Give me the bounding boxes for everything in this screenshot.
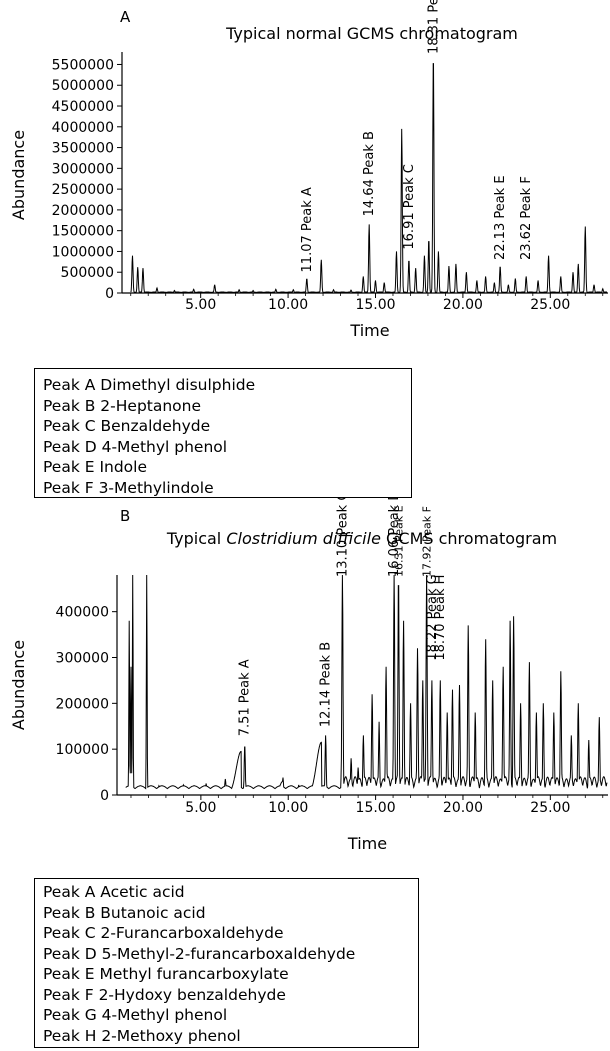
y-tick-label: 2000000 [52,203,114,219]
legend-a-item: Peak A Dimethyl disulphide [43,376,256,394]
peak-label: 18.31 Peak D [426,0,441,54]
y-tick-label: 1500000 [52,224,114,240]
y-tick-label: 0 [100,788,109,804]
y-axis-label: Abundance [9,640,28,730]
chromatogram-trace [125,574,608,790]
x-tick-label: 15.00 [355,297,395,313]
x-tick-label: 20.00 [443,297,483,313]
panel-a-legend: Peak A Dimethyl disulphide Peak B 2-Hept… [34,368,412,498]
x-tick-label: 10.00 [268,297,308,313]
peak-label: 17.92 Peak F [421,506,434,577]
peak-label: 22.13 Peak E [493,175,508,260]
legend-a-item: Peak D 4-Methyl phenol [43,437,228,456]
y-tick-label: 500000 [61,265,114,281]
panel-a-title: Typical normal GCMS chromatogram [225,24,518,43]
y-tick-label: 5000000 [52,78,114,94]
y-tick-label: 2500000 [52,182,114,198]
y-tick-label: 4500000 [52,99,114,115]
legend-a-item: Peak F 3-Methylindole [43,478,214,497]
y-tick-label: 400000 [56,605,109,621]
panel-a-letter: A [120,8,131,26]
y-tick-label: 200000 [56,696,109,712]
y-tick-label: 4000000 [52,120,114,136]
legend-b-item: Peak D 5-Methyl-2-furancarboxaldehyde [43,944,356,963]
panel-b-title: Typical Clostridium difficile GCMS chrom… [166,529,557,548]
peak-label: 18.22 Peak G [425,574,440,660]
legend-a-item: Peak C Benzaldehyde [43,417,211,435]
panel-b-legend: Peak A Acetic acid Peak B Butanoic acid … [34,878,419,1048]
peak-label: 16.91 Peak C [402,164,417,249]
y-tick-label: 3000000 [52,161,114,177]
legend-b-item: Peak A Acetic acid [43,883,185,901]
x-axis-label: Time [347,834,387,853]
peak-label: 18.70 Peak H [433,575,448,661]
x-tick-label: 25.00 [530,800,570,816]
peak-label: 12.14 Peak B [319,642,334,727]
legend-b-item: Peak C 2-Furancarboxaldehyde [43,924,284,942]
peak-label: 23.62 Peak F [519,176,534,260]
peak-label: 16.31 Peak E [392,505,405,577]
legend-b-item: Peak B Butanoic acid [43,903,206,922]
legend-b-item: Peak H 2-Methoxy phenol [43,1026,241,1045]
chromatogram-trace [130,63,607,294]
x-tick-label: 10.00 [268,800,308,816]
y-tick-label: 1000000 [52,244,114,260]
legend-b-item: Peak F 2-Hydoxy benzaldehyde [43,985,286,1004]
panel-b-chart: 0 100000 200000 300000 400000 5.00 10.00 15.00 2… [9,491,608,853]
x-tick-label: 25.00 [530,297,570,313]
legend-a-item: Peak B 2-Heptanone [43,396,202,415]
panel-b-letter: B [120,507,130,525]
legend-a-item: Peak E Indole [43,458,148,476]
x-tick-label: 15.00 [356,800,396,816]
peak-label: 7.51 Peak A [238,659,253,736]
legend-b-item: Peak G 4-Methyl phenol [43,1006,228,1024]
x-tick-label: 5.00 [185,297,216,313]
y-tick-label: 0 [105,286,114,302]
peak-label: 16.06 Peak D [387,491,402,577]
y-tick-label: 300000 [56,651,109,667]
panel-a-chart: 0 500000 1000000 1500000 2000000 2500000 30000… [9,0,608,340]
peak-label: 11.07 Peak A [300,187,315,272]
peak-label: 13.10 Peak C [335,492,350,577]
y-tick-label: 3500000 [52,141,114,157]
x-tick-label: 5.00 [185,800,216,816]
x-axis-label: Time [349,321,389,340]
peak-label: 14.64 Peak B [362,131,377,216]
y-tick-label: 100000 [56,742,109,758]
y-tick-label: 5500000 [52,57,114,73]
x-tick-label: 20.00 [443,800,483,816]
y-axis-label: Abundance [9,130,28,220]
legend-b-item: Peak E Methyl furancarboxylate [43,965,289,983]
